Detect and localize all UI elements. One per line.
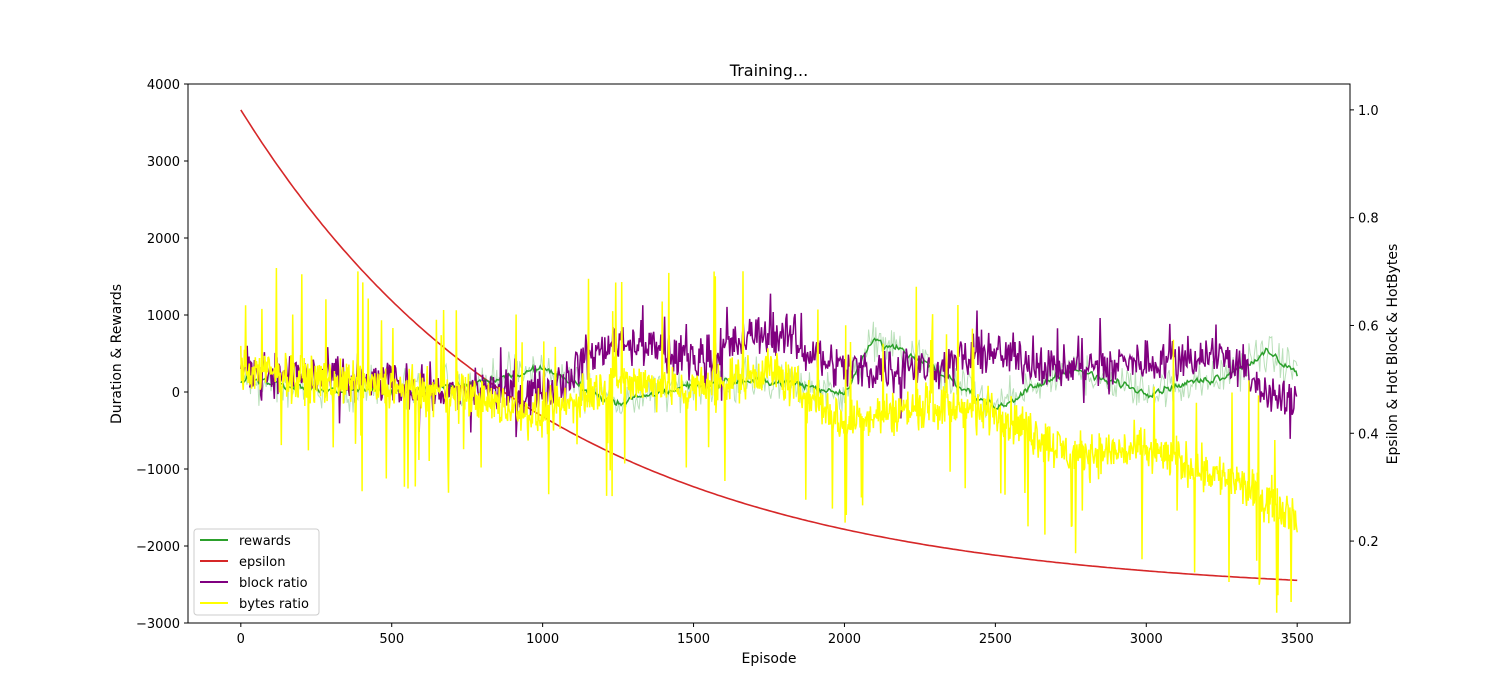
legend-label: epsilon (239, 555, 285, 570)
y-tick-label: 1000 (147, 309, 180, 324)
chart-title: Training... (729, 61, 808, 80)
y-tick-label: −3000 (136, 617, 180, 632)
legend: rewards epsilon block ratio bytes ratio (193, 528, 320, 616)
x-axis: 0 500 1000 1500 2000 2500 3000 3500 (237, 623, 1314, 647)
rewards-band (240, 321, 1298, 427)
legend-label: bytes ratio (239, 597, 309, 612)
y2-tick-label: 0.4 (1358, 427, 1379, 442)
legend-label: rewards (239, 534, 291, 549)
x-tick-label: 2500 (979, 632, 1012, 647)
epsilon-line (240, 109, 1298, 582)
y2-tick-label: 0.8 (1358, 212, 1379, 227)
y-tick-label: 4000 (147, 78, 180, 93)
series-layer (240, 109, 1298, 613)
y-tick-label: 2000 (147, 232, 180, 247)
y2-tick-label: 0.2 (1358, 535, 1379, 550)
y2-tick-label: 1.0 (1358, 104, 1379, 119)
bytes-ratio-line (240, 267, 1298, 613)
y-axis-label: Duration & Rewards (109, 284, 125, 424)
x-tick-label: 0 (237, 632, 245, 647)
y-tick-label: −1000 (136, 463, 180, 478)
x-tick-label: 500 (379, 632, 404, 647)
y2-tick-label: 0.6 (1358, 319, 1379, 334)
y2-axis-label: Epsilon & Hot Block & HotBytes (1385, 244, 1401, 465)
rewards-band-layer (240, 321, 1298, 427)
y-tick-label: −2000 (136, 540, 180, 555)
y-axis-left: −3000 −2000 −1000 0 1000 2000 3000 4000 (136, 78, 188, 632)
x-tick-label: 3000 (1130, 632, 1163, 647)
x-axis-label: Episode (742, 651, 797, 667)
x-tick-label: 1500 (677, 632, 710, 647)
y-tick-label: 3000 (147, 155, 180, 170)
legend-box (193, 528, 320, 616)
y-tick-label: 0 (172, 386, 180, 401)
plot-frame (187, 83, 1351, 624)
x-tick-label: 1000 (526, 632, 559, 647)
x-tick-label: 3500 (1281, 632, 1314, 647)
y-axis-right: 0.2 0.4 0.6 0.8 1.0 (1350, 104, 1379, 550)
legend-label: block ratio (239, 576, 308, 591)
x-tick-label: 2000 (828, 632, 861, 647)
